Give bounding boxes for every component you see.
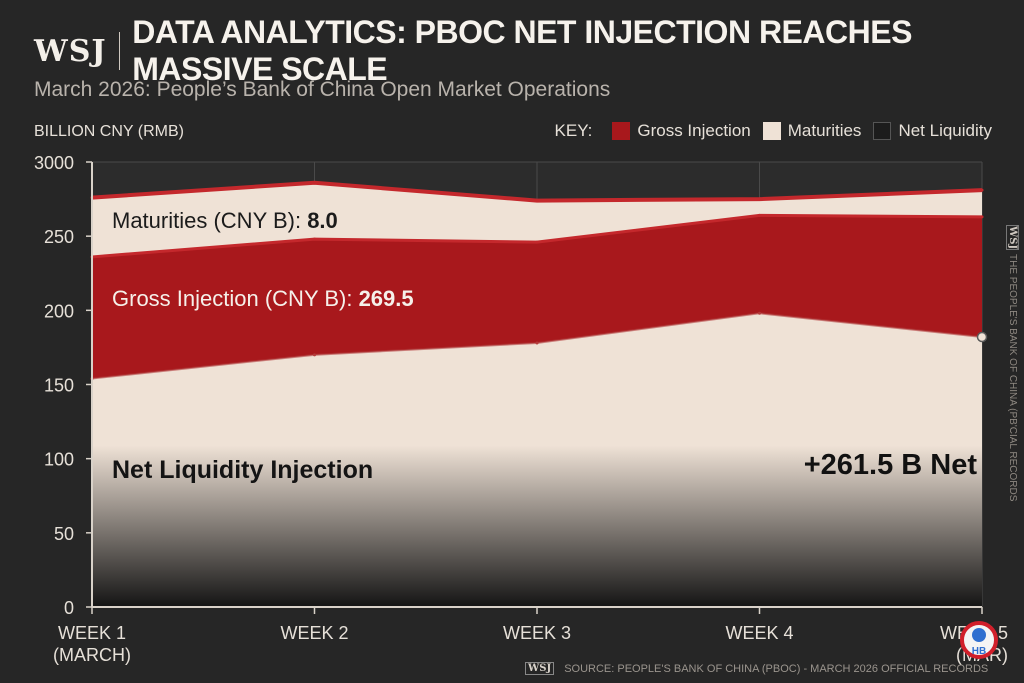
gross-injection-point <box>535 240 539 244</box>
x-tick-sublabel: (MARCH) <box>53 645 131 665</box>
net-liquidity-area <box>92 313 982 607</box>
maturities-point <box>535 199 539 203</box>
gross-injection-point <box>980 215 984 219</box>
y-tick-label: 100 <box>44 450 74 470</box>
gross-injection-point <box>313 237 316 241</box>
wsj-logo: WSJ <box>34 33 107 69</box>
maturities-point <box>313 181 316 185</box>
title-divider <box>118 32 121 70</box>
maturities-annotation: Maturities (CNY B): 8.0 <box>112 208 338 233</box>
maturities-point <box>980 188 984 192</box>
x-tick-label: WEEK 4 <box>725 623 793 643</box>
legend-gross-text: Gross Injection <box>637 121 751 140</box>
side-wsj-logo: WSJ <box>1006 225 1019 251</box>
chart-title: DATA ANALYTICS: PBOC NET INJECTION REACH… <box>132 14 912 87</box>
gross-injection-point <box>758 213 761 217</box>
gross-injection-area <box>92 215 982 379</box>
x-tick-label: WEEK 1 <box>58 623 126 643</box>
maturities-annotation-text: Maturities (CNY B): <box>112 208 307 233</box>
maturities-swatch-icon <box>762 122 781 140</box>
side-credit: WSJ THE PEOPLE'S BANK OF CHINA (PB'CIAL … <box>1006 225 1019 502</box>
legend-label: KEY: <box>554 121 593 140</box>
y-tick-label: 200 <box>44 301 74 321</box>
net-liquidity-point <box>758 311 761 315</box>
source-wsj-logo: WSJ <box>525 662 555 675</box>
gross-swatch-icon <box>612 122 631 140</box>
y-axis-unit: BILLION CNY (RMB) <box>34 123 184 140</box>
legend: KEY: Gross Injection Maturities Net Liqu… <box>555 121 992 141</box>
net-swatch-icon <box>873 122 892 140</box>
net-liquidity-point <box>313 353 316 357</box>
legend-maturities-text: Maturities <box>787 121 862 140</box>
legend-item-gross: Gross Injection <box>612 121 751 141</box>
chart-subtitle: March 2026: People’s Bank of China Open … <box>34 78 611 101</box>
badge-text: HB <box>972 646 986 657</box>
gross-value: 269.5 <box>359 286 414 311</box>
source-line: WSJ SOURCE: PEOPLE'S BANK OF CHINA (PBOC… <box>525 662 988 675</box>
legend-net-text: Net Liquidity <box>898 121 992 140</box>
badge-icon: HB <box>960 621 998 659</box>
net-liquidity-annotation: Net Liquidity Injection <box>112 456 373 484</box>
y-tick-label: 3000 <box>34 153 74 173</box>
y-tick-label: 0 <box>64 598 74 618</box>
net-liquidity-point <box>976 331 988 343</box>
gross-annotation-text: Gross Injection (CNY B): <box>112 286 359 311</box>
y-tick-label: 150 <box>44 376 74 396</box>
source-text: SOURCE: PEOPLE'S BANK OF CHINA (PBOC) - … <box>564 662 989 675</box>
y-tick-label: 50 <box>54 524 74 544</box>
legend-item-net: Net Liquidity <box>873 121 992 141</box>
side-credit-text: THE PEOPLE'S BANK OF CHINA (PB'CIAL RECO… <box>1007 254 1018 502</box>
x-tick-label: WEEK 2 <box>280 623 348 643</box>
y-tick-label: 250 <box>44 227 74 247</box>
header: WSJ DATA ANALYTICS: PBOC NET INJECTION R… <box>34 14 1024 87</box>
gross-annotation: Gross Injection (CNY B): 269.5 <box>112 286 414 311</box>
legend-item-maturities: Maturities <box>762 121 862 141</box>
net-total-annotation: +261.5 B Net <box>804 449 978 481</box>
net-liquidity-point <box>535 341 539 345</box>
maturities-value: 8.0 <box>307 208 338 233</box>
x-tick-label: WEEK 3 <box>503 623 571 643</box>
maturities-point <box>758 197 761 201</box>
